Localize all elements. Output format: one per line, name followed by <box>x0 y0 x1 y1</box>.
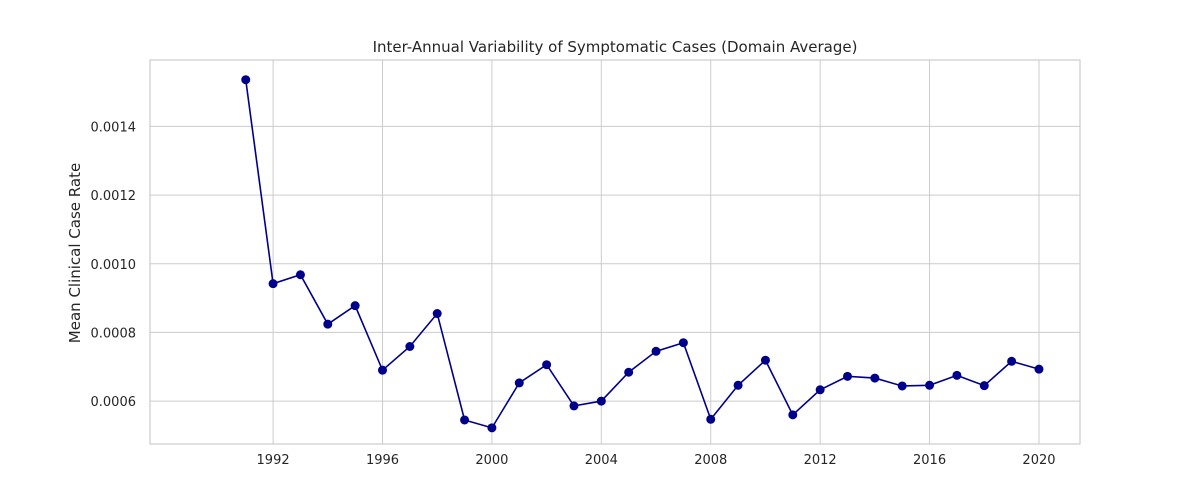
data-point <box>350 301 360 311</box>
x-tick-label: 1996 <box>366 453 399 468</box>
data-point <box>569 401 579 411</box>
x-tick-label: 1992 <box>257 453 290 468</box>
x-tick-label: 2000 <box>475 453 508 468</box>
x-tick-label: 2020 <box>1022 453 1055 468</box>
data-point <box>760 355 770 365</box>
x-tick-label: 2016 <box>913 453 946 468</box>
data-point <box>268 279 278 289</box>
data-point <box>788 410 798 420</box>
y-axis: 0.0006 0.0008 0.0010 0.0012 0.0014 <box>91 120 137 410</box>
data-point <box>405 341 415 351</box>
data-point <box>733 380 743 390</box>
data-point <box>678 338 688 348</box>
y-tick-label: 0.0006 <box>91 395 137 410</box>
y-tick-label: 0.0014 <box>91 120 137 135</box>
y-tick-label: 0.0008 <box>91 326 137 341</box>
data-point <box>514 378 524 388</box>
data-point <box>815 385 825 395</box>
data-point <box>870 373 880 383</box>
data-point <box>460 415 470 425</box>
data-point <box>241 75 251 85</box>
chart-title: Inter-Annual Variability of Symptomatic … <box>373 38 858 56</box>
x-axis: 1992 1996 2000 2004 2008 2012 2016 2020 <box>257 453 1056 468</box>
data-point <box>323 319 333 329</box>
data-point <box>378 365 387 375</box>
series-group <box>241 75 1044 433</box>
data-point <box>925 380 935 390</box>
x-tick-label: 2008 <box>694 453 727 468</box>
data-point <box>979 381 989 391</box>
data-point <box>843 371 852 381</box>
data-point <box>432 309 442 319</box>
y-tick-label: 0.0010 <box>91 258 137 273</box>
series-line <box>244 79 1040 429</box>
data-point <box>295 270 305 280</box>
grid <box>150 60 1080 444</box>
data-point <box>596 396 606 406</box>
data-point <box>651 346 661 356</box>
x-tick-label: 2004 <box>585 453 618 468</box>
data-point <box>542 360 552 370</box>
data-point <box>952 370 962 380</box>
y-axis-label: Mean Clinical Case Rate <box>66 163 84 343</box>
data-point <box>1034 364 1044 374</box>
data-point <box>706 414 716 424</box>
data-point <box>487 423 497 433</box>
data-point <box>897 381 907 391</box>
plot-area-frame <box>149 59 1081 445</box>
y-tick-label: 0.0012 <box>91 189 137 204</box>
data-point <box>624 367 634 377</box>
x-tick-label: 2012 <box>804 453 837 468</box>
data-point <box>1007 356 1017 366</box>
